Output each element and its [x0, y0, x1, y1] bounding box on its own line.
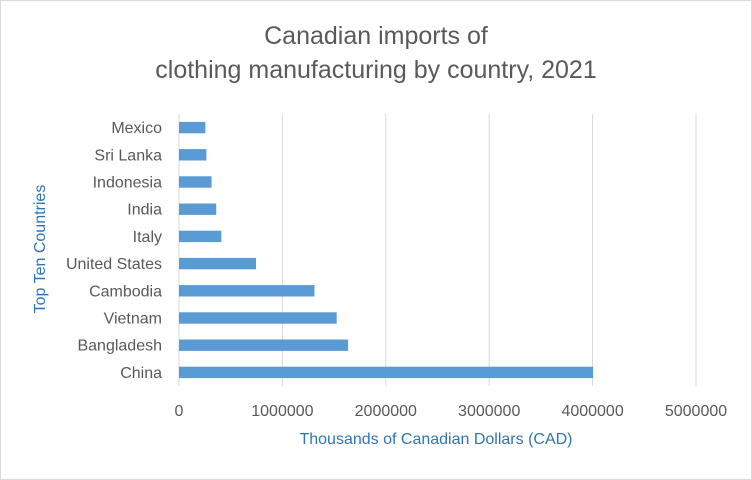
bar [179, 230, 222, 243]
bar [179, 176, 212, 188]
y-tick-label: Italy [133, 229, 162, 246]
y-tick-label: United States [66, 256, 162, 273]
chart-title-line-2: clothing manufacturing by country, 2021 [155, 56, 597, 84]
x-tick-label: 4000000 [561, 403, 623, 420]
y-axis-label: Top Ten Countries [32, 184, 49, 314]
x-tick-label: 0 [175, 403, 184, 420]
y-tick-label: Sri Lanka [94, 147, 162, 164]
x-tick-label: 2000000 [355, 403, 417, 420]
y-tick-label: Mexico [111, 120, 162, 137]
bar [179, 203, 217, 215]
y-tick-label: India [127, 202, 162, 219]
y-tick-label: Bangladesh [77, 338, 162, 355]
x-tick-label: 5000000 [665, 403, 727, 420]
bar [179, 312, 337, 324]
y-tick-label: Indonesia [93, 175, 162, 192]
chart-title-line-1: Canadian imports of [264, 22, 488, 50]
bar [179, 339, 349, 351]
x-axis-label: Thousands of Canadian Dollars (CAD) [299, 431, 573, 448]
bar [179, 121, 206, 134]
y-tick-label: Cambodia [89, 283, 162, 300]
x-tick-label: 3000000 [458, 403, 520, 420]
y-tick-label: Vietnam [104, 311, 162, 328]
y-tick-label: China [120, 365, 162, 382]
bar [179, 149, 207, 161]
bar [179, 285, 315, 297]
x-tick-label: 1000000 [251, 403, 313, 420]
bar [179, 366, 594, 379]
bar [179, 257, 257, 270]
